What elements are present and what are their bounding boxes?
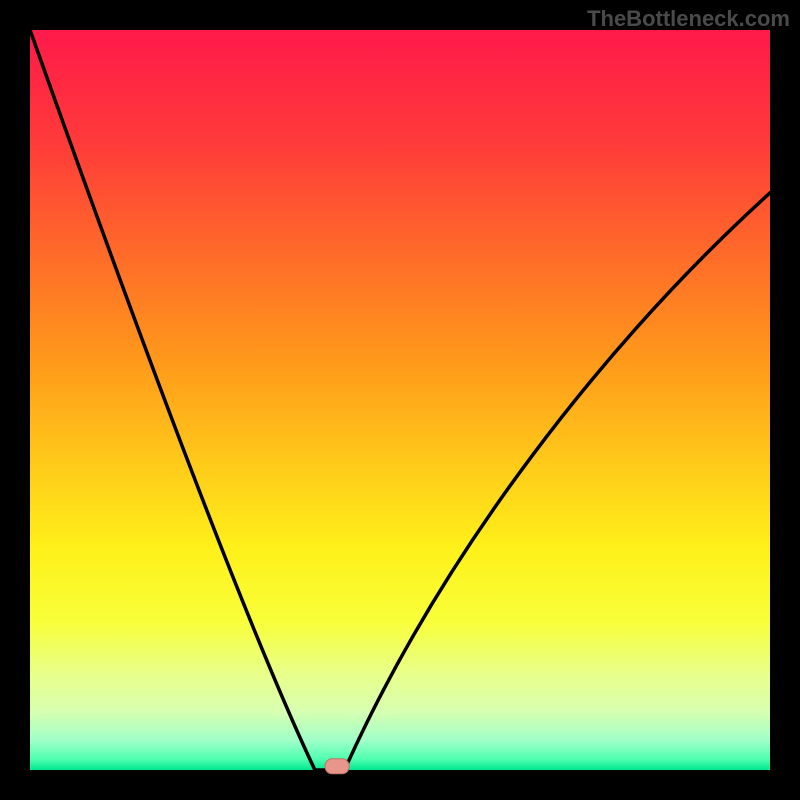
chart-container: TheBottleneck.com: [0, 0, 800, 800]
chart-svg: [0, 0, 800, 800]
optimal-point-marker: [325, 759, 349, 774]
watermark-text: TheBottleneck.com: [587, 6, 790, 32]
